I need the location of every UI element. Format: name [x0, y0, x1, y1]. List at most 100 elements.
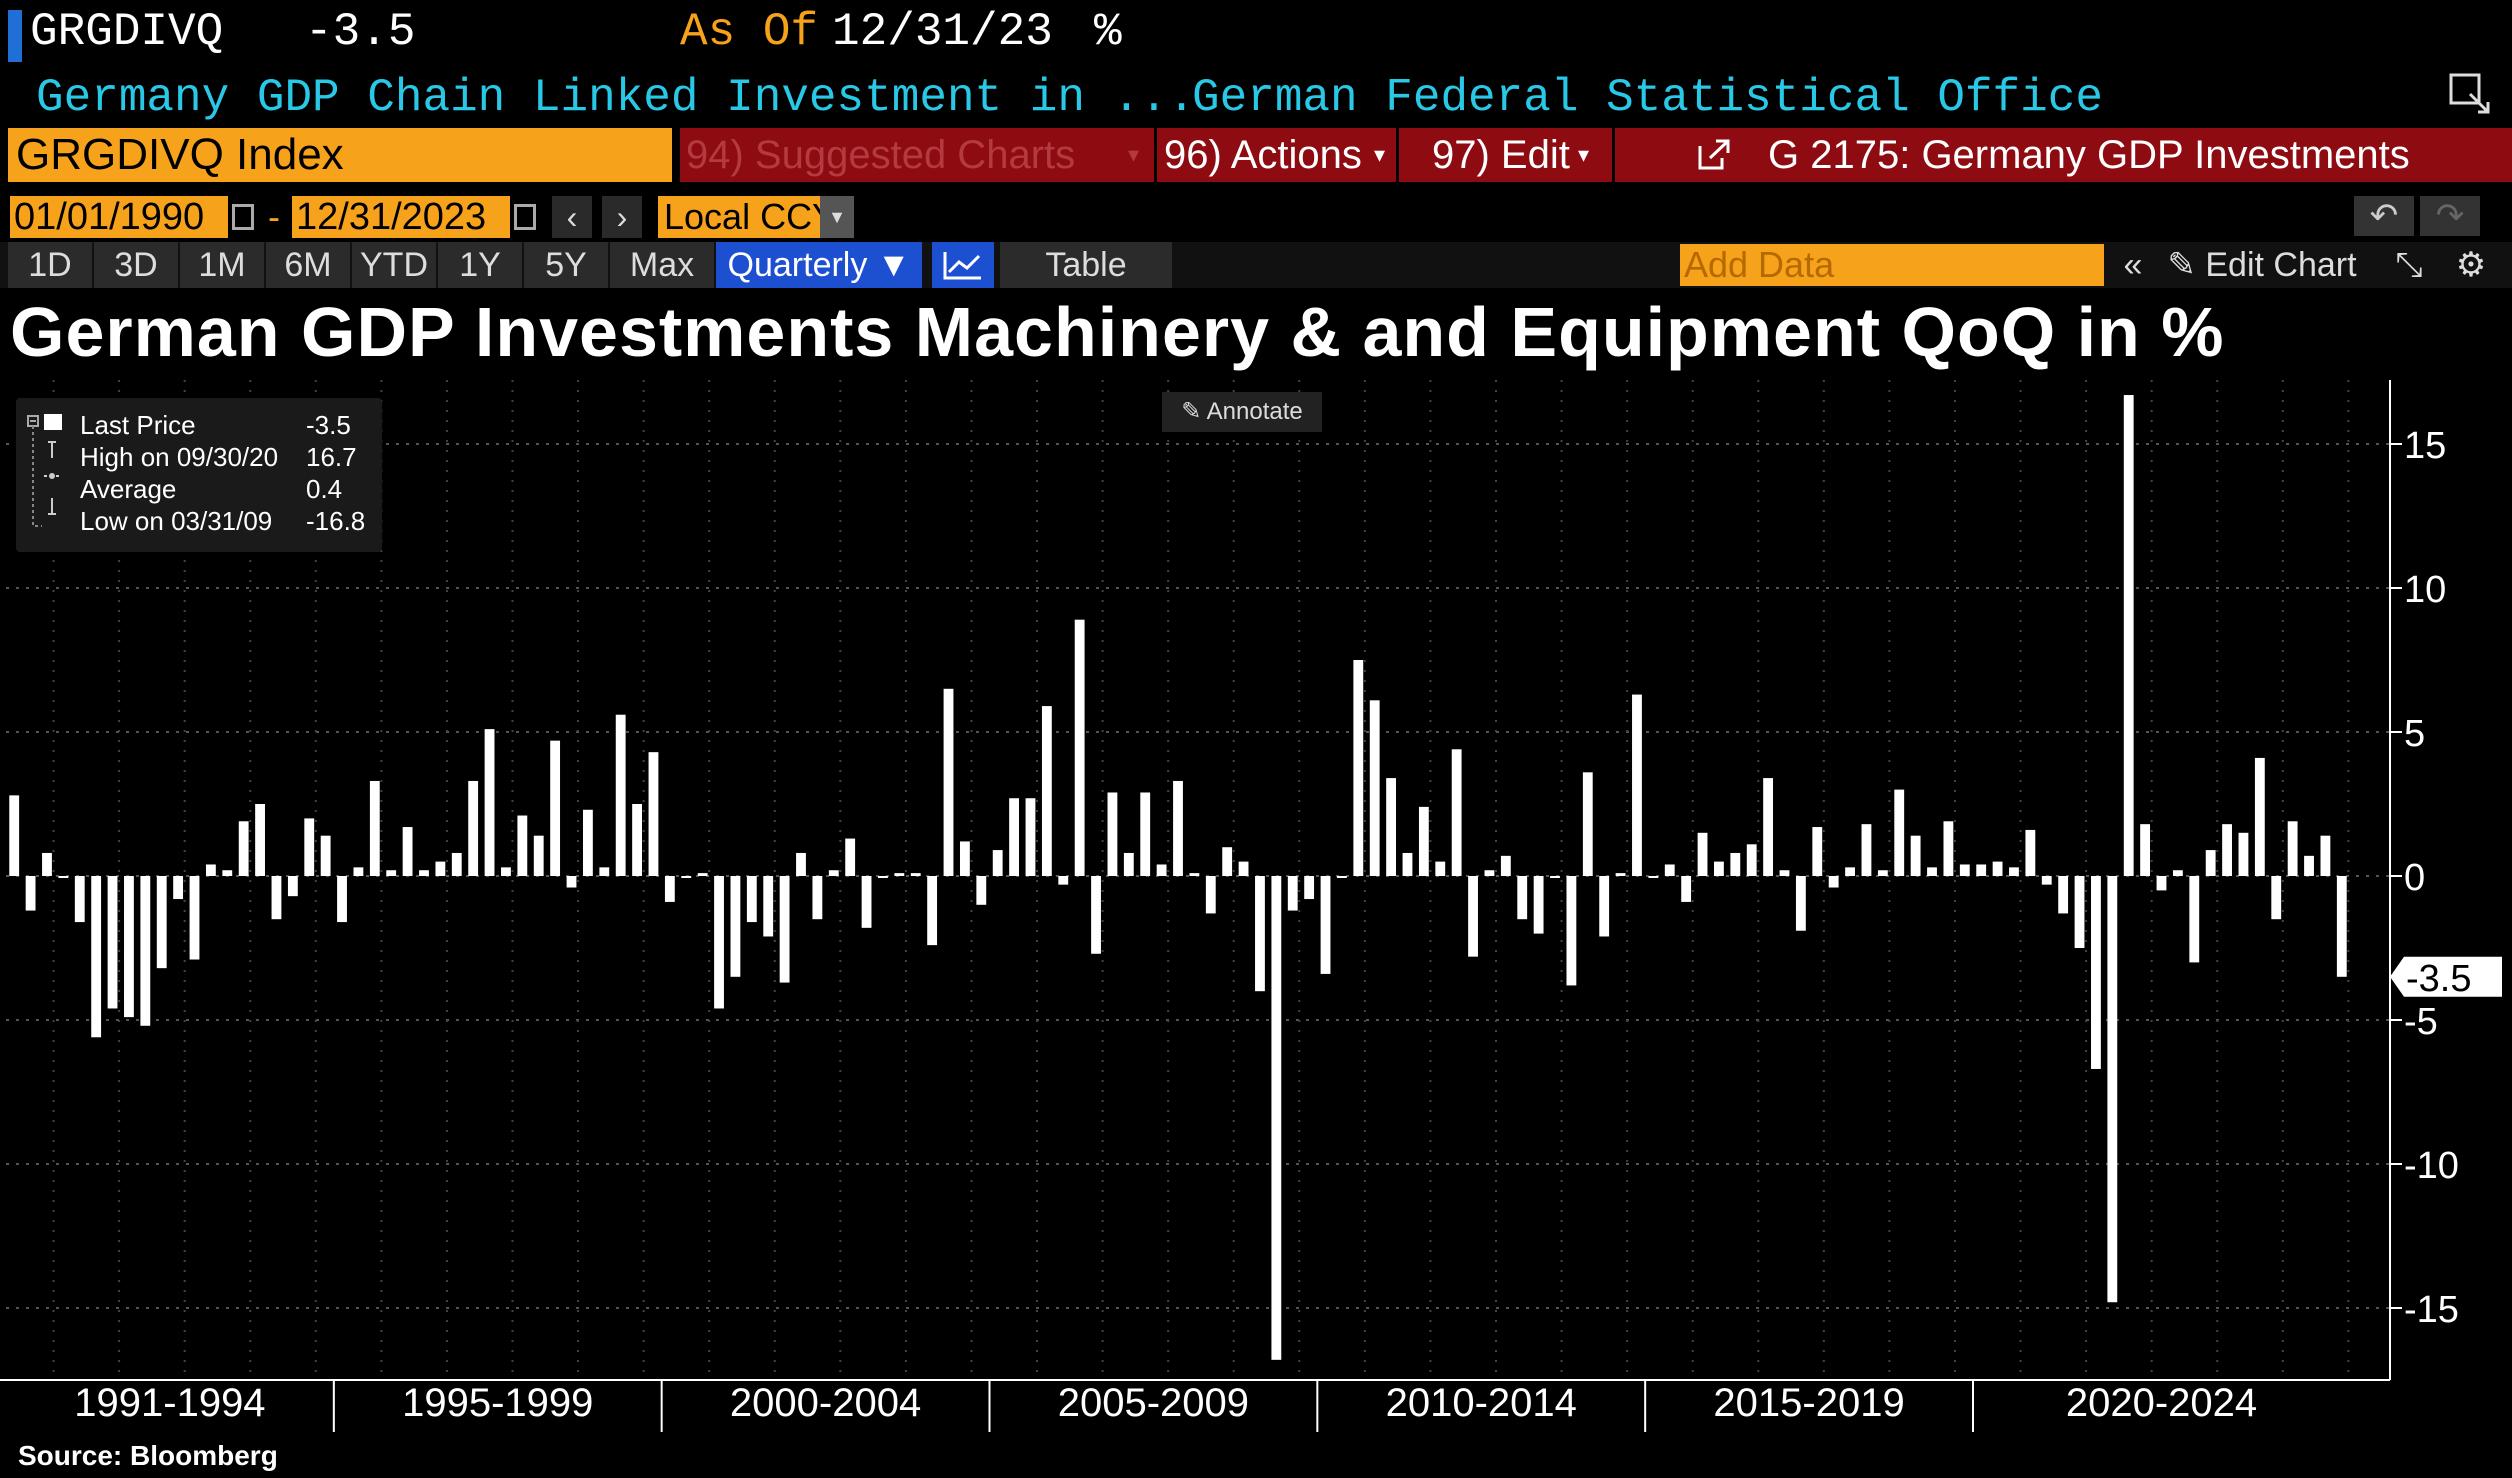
data-bar	[1205, 876, 1216, 914]
data-bar	[1582, 772, 1593, 876]
data-bar	[304, 818, 315, 876]
range-1y-button[interactable]: 1Y	[438, 242, 522, 288]
data-bar	[287, 876, 298, 897]
end-date-input[interactable]: 12/31/2023	[292, 196, 510, 238]
collapse-icon[interactable]: «	[2110, 242, 2156, 288]
actions-menu[interactable]: 96) Actions	[1164, 133, 1362, 177]
range-ytd-button[interactable]: YTD	[352, 242, 436, 288]
chevron-down-icon[interactable]: ▼	[820, 196, 854, 238]
data-bar	[1632, 694, 1642, 876]
data-bar	[140, 876, 151, 1026]
annotate-label: Annotate	[1206, 398, 1303, 425]
edit-chart-button[interactable]: ✎ Edit Chart	[2162, 242, 2362, 288]
line-chart-icon[interactable]	[932, 242, 994, 288]
y-axis: 15 10 5 0 -5 -10 -15 -3.5	[2389, 380, 2502, 1380]
external-link-icon[interactable]	[1696, 138, 1732, 172]
y-tick-label: -10	[2404, 1145, 2459, 1187]
data-bar	[976, 876, 987, 905]
popout-icon[interactable]	[2448, 72, 2492, 116]
edit-menu[interactable]: 97) Edit	[1432, 133, 1570, 177]
bar-chart: 15 10 5 0 -5 -10 -15 -3.5 1991-1994 1995-1999 200…	[0, 380, 2502, 1432]
data-bar	[517, 815, 528, 876]
data-bar	[894, 873, 905, 876]
add-data-input[interactable]: Add Data	[1680, 244, 2104, 286]
data-bar	[2107, 876, 2118, 1303]
data-bar	[550, 740, 561, 876]
data-bar	[878, 876, 888, 878]
data-bar	[271, 876, 282, 920]
chart-toolbar: 1D 3D 1M 6M YTD 1Y 5Y Max Quarterly ▼ Ta…	[0, 242, 2512, 288]
data-bar	[173, 876, 184, 900]
date-separator: -	[268, 196, 280, 237]
data-bar	[1877, 870, 1888, 876]
data-bar	[746, 876, 757, 923]
data-bar	[91, 876, 102, 1038]
x-group-label: 2005-2009	[1058, 1381, 1249, 1425]
suggested-charts-menu[interactable]: 94) Suggested Charts	[686, 133, 1076, 177]
data-bar	[1746, 844, 1757, 876]
data-bar	[1451, 749, 1462, 876]
x-group-label: 2000-2004	[730, 1381, 921, 1425]
data-bar	[451, 852, 462, 876]
data-bar	[1287, 876, 1298, 911]
data-bar	[845, 838, 856, 876]
frequency-value: Quarterly	[727, 246, 868, 284]
redo-icon[interactable]: ↷	[2420, 196, 2480, 236]
chart-grid	[6, 380, 2390, 1380]
range-max-button[interactable]: Max	[610, 242, 714, 288]
data-bar	[1681, 876, 1692, 902]
previous-period-button[interactable]: ‹	[552, 196, 592, 238]
data-bar	[1255, 876, 1265, 992]
data-bar	[2074, 876, 2085, 948]
data-bar	[2041, 876, 2052, 885]
range-1m-button[interactable]: 1M	[180, 242, 264, 288]
related-chart-link[interactable]: G 2175: Germany GDP Investments	[1768, 133, 2410, 177]
range-5y-button[interactable]: 5Y	[524, 242, 608, 288]
range-6m-button[interactable]: 6M	[266, 242, 350, 288]
data-bar	[1386, 778, 1397, 876]
undo-icon[interactable]: ↶	[2354, 196, 2414, 236]
annotate-button[interactable]: ✎ Annotate	[1162, 392, 1322, 432]
data-bar	[337, 876, 347, 923]
data-bar	[664, 876, 675, 902]
ticker-field[interactable]: GRGDIVQ Index	[8, 128, 672, 182]
data-bar	[189, 876, 200, 960]
calendar-icon[interactable]	[514, 204, 536, 230]
data-bar	[1812, 827, 1823, 876]
data-bar	[501, 867, 511, 876]
next-period-button[interactable]: ›	[602, 196, 642, 238]
data-bar	[1959, 864, 1970, 876]
data-bar	[1484, 870, 1495, 876]
chart-title: German GDP Investments Machinery & and E…	[10, 293, 2225, 371]
range-3d-button[interactable]: 3D	[94, 242, 178, 288]
x-group-label: 1991-1994	[74, 1381, 265, 1425]
currency-select[interactable]: Local CCY ▼	[658, 196, 854, 238]
y-tick-label: 0	[2404, 857, 2425, 899]
range-1d-button[interactable]: 1D	[8, 242, 92, 288]
data-bar	[2172, 870, 2183, 876]
y-tick-label: -5	[2404, 1001, 2438, 1043]
data-bar	[910, 873, 921, 876]
x-group-label: 2010-2014	[1386, 1381, 1577, 1425]
data-bar	[927, 876, 938, 946]
table-button[interactable]: Table	[1000, 242, 1172, 288]
gear-icon[interactable]: ⚙	[2446, 242, 2496, 288]
data-bar	[1271, 876, 1282, 1360]
data-bar	[156, 876, 167, 969]
data-bar	[2205, 850, 2216, 876]
security-description: Germany GDP Chain Linked Investment in .…	[36, 72, 1196, 124]
calendar-icon[interactable]	[232, 204, 254, 230]
data-bar	[1533, 876, 1544, 934]
chevron-down-icon: ▾	[1578, 142, 1590, 167]
data-bar	[943, 688, 954, 876]
chart-edit-icon[interactable]: ⤡	[2386, 242, 2432, 288]
legend-low-value: -16.8	[306, 506, 366, 536]
data-bar	[9, 795, 20, 876]
frequency-select[interactable]: Quarterly ▼	[716, 242, 922, 288]
command-bar: GRGDIVQ Index 94) Suggested Charts ▾ 96)…	[0, 128, 2512, 182]
data-bar	[1074, 619, 1085, 876]
legend-high-label: High on 09/30/20	[80, 442, 279, 472]
data-bar	[1009, 798, 1020, 876]
start-date-input[interactable]: 01/01/1990	[10, 196, 228, 238]
data-bar	[1910, 835, 1921, 876]
